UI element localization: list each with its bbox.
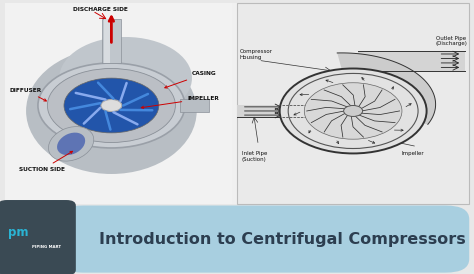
Polygon shape — [337, 53, 436, 124]
Circle shape — [101, 99, 122, 112]
Ellipse shape — [26, 48, 197, 174]
Circle shape — [280, 68, 427, 153]
Ellipse shape — [59, 37, 192, 119]
FancyBboxPatch shape — [237, 3, 469, 204]
FancyBboxPatch shape — [180, 99, 209, 112]
Circle shape — [47, 68, 175, 142]
Text: Inlet Pipe
(Suction): Inlet Pipe (Suction) — [242, 151, 267, 161]
Text: IMPELLER: IMPELLER — [141, 96, 219, 109]
Circle shape — [344, 105, 363, 116]
FancyBboxPatch shape — [0, 200, 76, 274]
Text: pm: pm — [8, 226, 28, 239]
Text: Compressor
Housing: Compressor Housing — [239, 49, 273, 60]
FancyBboxPatch shape — [104, 19, 110, 63]
Ellipse shape — [57, 133, 85, 155]
FancyBboxPatch shape — [59, 206, 469, 273]
Circle shape — [38, 63, 185, 148]
Text: Outlet Pipe
(Discharge): Outlet Pipe (Discharge) — [435, 36, 467, 47]
Circle shape — [304, 83, 402, 139]
Text: DISCHARGE SIDE: DISCHARGE SIDE — [73, 7, 128, 12]
FancyBboxPatch shape — [5, 3, 232, 204]
Text: Introduction to Centrifugal Compressors: Introduction to Centrifugal Compressors — [99, 232, 465, 247]
Text: CASING: CASING — [165, 71, 217, 88]
Text: Impeller: Impeller — [401, 151, 424, 156]
Ellipse shape — [48, 127, 94, 161]
Circle shape — [64, 78, 159, 133]
Text: SUCTION SIDE: SUCTION SIDE — [19, 151, 73, 172]
Text: DIFFUSER: DIFFUSER — [9, 88, 46, 101]
FancyBboxPatch shape — [102, 19, 121, 63]
Text: PIPING MART: PIPING MART — [32, 246, 61, 249]
FancyBboxPatch shape — [5, 3, 469, 204]
